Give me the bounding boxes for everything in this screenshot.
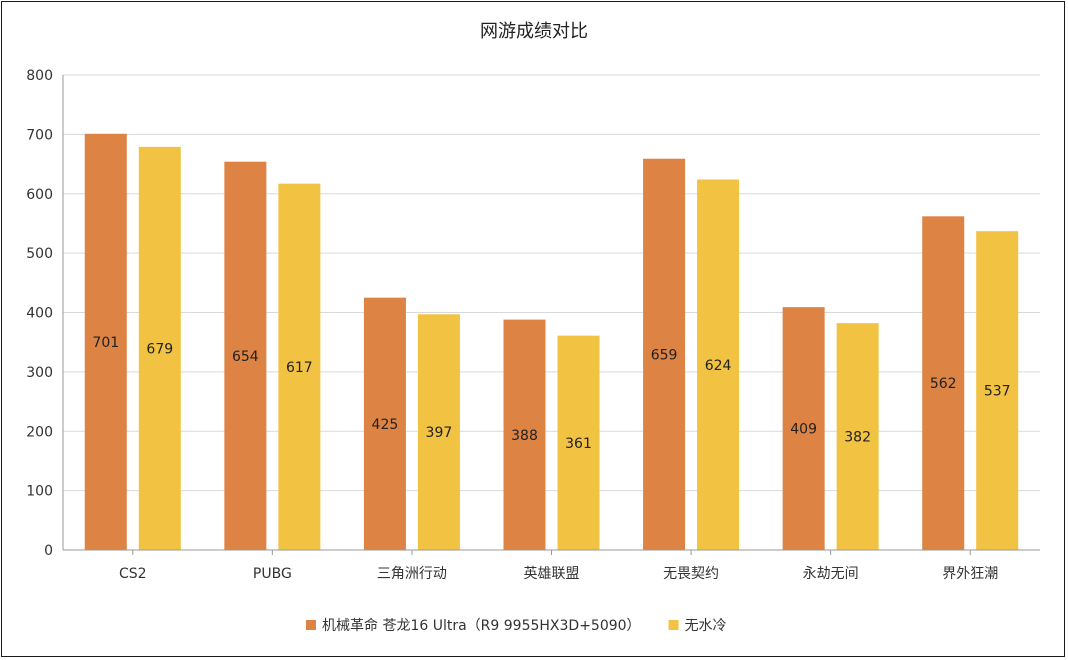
legend-swatch [306, 620, 316, 630]
legend-label: 机械革命 苍龙16 Ultra（R9 9955HX3D+5090） [322, 617, 641, 634]
x-tick-label: CS2 [119, 566, 147, 582]
y-tick-label: 300 [26, 365, 53, 381]
data-label: 617 [286, 360, 313, 376]
bar [363, 297, 406, 550]
data-label: 382 [844, 430, 871, 446]
y-tick-label: 200 [26, 424, 53, 440]
y-tick-label: 100 [26, 484, 53, 500]
bar [278, 183, 321, 550]
data-label: 409 [790, 422, 817, 438]
x-tick-label: 界外狂潮 [942, 566, 998, 582]
data-label: 562 [930, 376, 957, 392]
y-tick-label: 400 [26, 306, 53, 322]
bar [976, 231, 1019, 550]
data-label: 361 [565, 436, 592, 452]
data-label: 425 [372, 417, 399, 433]
data-label: 624 [705, 358, 732, 374]
legend-label: 无水冷 [685, 618, 727, 634]
data-label: 701 [92, 335, 119, 351]
bar [643, 158, 686, 550]
bar [503, 319, 546, 550]
x-axis: CS2 PUBG 三角洲行动 英雄联盟 无畏契约 永劫无间 界外狂潮 [63, 549, 1040, 582]
y-tick-label: 500 [26, 246, 53, 262]
x-tick-label: 英雄联盟 [524, 565, 580, 582]
y-tick-label: 600 [26, 187, 53, 203]
bar [922, 216, 965, 550]
x-tick-label: 三角洲行动 [377, 566, 447, 582]
gridlines [63, 74, 1040, 492]
bar [224, 161, 267, 550]
data-label: 654 [232, 349, 259, 365]
legend: 机械革命 苍龙16 Ultra（R9 9955HX3D+5090） 无水冷 [306, 617, 727, 634]
y-tick-label: 0 [44, 543, 53, 559]
bars: 701 679 654 617 425 397 388 361 659 624 409 382 562 5… [84, 133, 1019, 550]
chart-title: 网游成绩对比 [480, 21, 588, 42]
bar [84, 133, 127, 550]
data-label: 679 [146, 341, 173, 357]
bar [782, 307, 825, 550]
x-tick-label: PUBG [253, 566, 292, 582]
y-tick-label: 700 [26, 127, 53, 143]
bar [557, 335, 600, 550]
x-tick-label: 永劫无间 [803, 566, 859, 582]
bar [417, 314, 460, 550]
x-tick-label: 无畏契约 [663, 566, 719, 582]
data-label: 388 [511, 428, 538, 444]
bar [138, 146, 181, 550]
data-label: 397 [426, 425, 453, 441]
y-axis: 0 100 200 300 400 500 600 700 800 [26, 68, 64, 559]
bar [836, 323, 879, 550]
data-label: 659 [651, 347, 678, 363]
legend-swatch [668, 620, 679, 630]
bar [697, 179, 740, 550]
data-label: 537 [984, 384, 1011, 400]
y-tick-label: 800 [26, 68, 53, 84]
